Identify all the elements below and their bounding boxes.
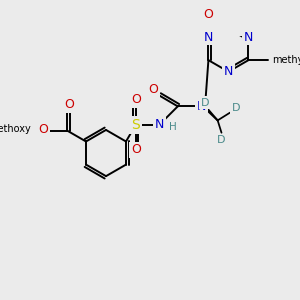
Text: N: N <box>155 118 164 131</box>
Text: H: H <box>169 122 176 132</box>
Text: O: O <box>38 123 48 136</box>
Text: O: O <box>64 98 74 111</box>
Text: methyl: methyl <box>272 55 300 65</box>
Text: O: O <box>131 143 141 156</box>
Text: N: N <box>197 100 206 113</box>
Text: S: S <box>131 118 140 132</box>
Text: D: D <box>201 98 210 108</box>
Text: methoxy: methoxy <box>0 124 31 134</box>
Text: D: D <box>232 103 240 113</box>
Text: D: D <box>217 135 226 146</box>
Text: O: O <box>131 93 141 106</box>
Text: O: O <box>203 8 213 21</box>
Text: N: N <box>244 31 253 44</box>
Text: O: O <box>148 83 158 96</box>
Text: N: N <box>204 31 213 44</box>
Text: N: N <box>224 65 233 78</box>
